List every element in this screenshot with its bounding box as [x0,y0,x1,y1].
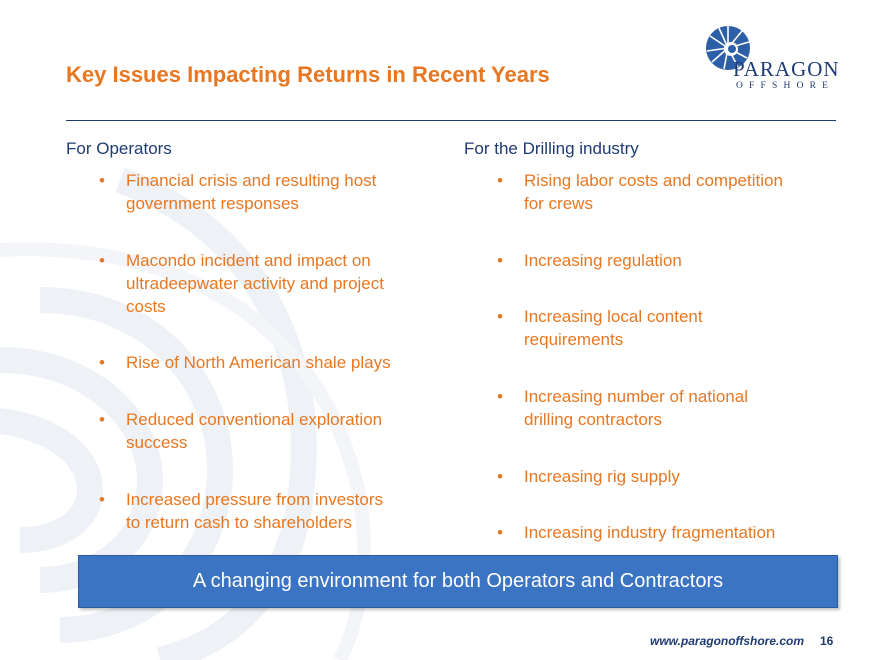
bullet-text-line: Rise of North American shale plays [126,353,391,372]
bullet-marker: • [497,467,503,486]
bullet-marker: • [99,251,105,270]
bullet-text-line: Macondo incident and impact on [126,251,371,270]
bullet-marker: • [497,387,503,406]
bullet-text: Financial crisis and resulting host gover… [126,169,446,215]
bullet-marker: • [99,353,105,372]
logo-subtitle: OFFSHORE [736,81,835,91]
bullet-marker: • [497,307,503,326]
bullet-text: Increasing rig supply [524,465,844,488]
bullet-marker: • [497,523,503,542]
nautilus-shell-icon [706,26,750,70]
bullet-text-line: Increasing industry fragmentation [524,523,776,542]
slide-title: Key Issues Impacting Returns in Recent Y… [66,62,550,87]
bullet-text: Rise of North American shale plays [126,351,446,374]
bullet-text-line: Financial crisis and resulting host [126,171,377,190]
footer-url: www.paragonoffshore.com [650,634,805,648]
bullet-text-line: Increasing rig supply [524,467,680,486]
bullet-text-line: Increasing local content [524,307,703,326]
bullet-text-line: Increasing number of national [524,387,748,406]
bullet-text-line: success [126,433,188,452]
summary-banner: A changing environment for both Operator… [78,555,838,608]
operators-column: For Operators • Financial crisis and resu… [66,138,436,532]
drilling-column: For the Drilling industry • Rising labor … [464,138,834,542]
bullet-text: Increasing regulation [524,249,844,272]
bullet-text: Reduced conventional exploration success [126,408,446,454]
bullet-text-line: requirements [524,330,624,349]
bullet-marker: • [99,490,105,509]
bullet-text-line: Rising labor costs and competition [524,171,783,190]
bullet-marker: • [99,171,105,190]
page-number: 16 [820,634,834,648]
bullet-text: Increased pressure from investors to retu… [126,488,446,534]
bullet-text-line: Increased pressure from investors [126,490,383,509]
operators-heading: For Operators [66,139,172,158]
bullet-text: Rising labor costs and competition for cr… [524,169,844,215]
bullet-text-line: Reduced conventional exploration [126,410,383,429]
bullet-text: Increasing industry fragmentation [524,521,844,544]
bullet-text: Macondo incident and impact on ultradeepw… [126,249,446,318]
bullet-text-line: ultradeepwater activity and project [126,274,384,293]
logo-wordmark: PARAGON [733,57,840,81]
title-divider [66,120,836,121]
drilling-heading: For the Drilling industry [464,139,639,158]
bullet-text-line: to return cash to shareholders [126,513,352,532]
bullet-text-line: costs [126,297,166,316]
bullet-text-line: Increasing regulation [524,251,682,270]
bullet-marker: • [497,251,503,270]
bullet-text-line: government responses [126,194,299,213]
bullet-text-line: for crews [524,194,593,213]
bullet-text: Increasing local content requirements [524,305,844,351]
bullet-text-line: drilling contractors [524,410,662,429]
bullet-marker: • [99,410,105,429]
bullet-text: Increasing number of national drilling co… [524,385,844,431]
bullet-marker: • [497,171,503,190]
